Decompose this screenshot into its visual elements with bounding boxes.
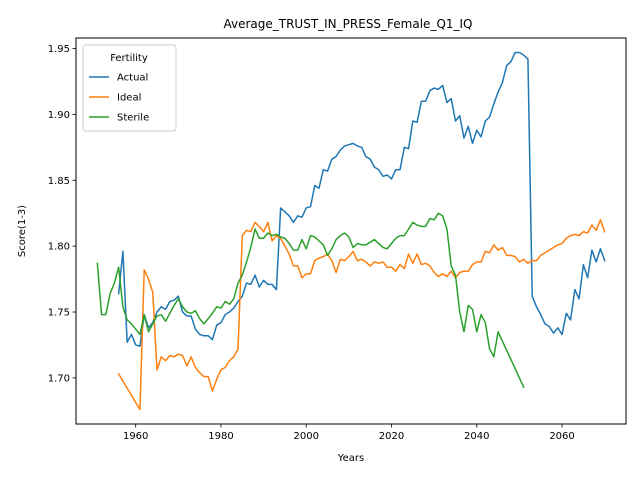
axis-ticks: 1960 1980 2000 2020 2040 2060 1.70 1.75 1.80 1.85…: [48, 44, 575, 442]
x-tick-label: 2020: [379, 431, 404, 442]
x-tick-label: 1960: [123, 431, 148, 442]
x-axis-label: Years: [337, 453, 364, 464]
y-tick-label: 1.90: [48, 110, 70, 121]
plot-frame: [75, 37, 627, 425]
y-axis-label: Score(1-3): [17, 205, 28, 257]
x-tick-label: 2060: [549, 431, 574, 442]
plot-area: [96, 51, 606, 411]
x-tick-label: 1980: [208, 431, 233, 442]
y-tick-label: 1.75: [48, 308, 70, 319]
legend-items: Actual Ideal Sterile: [89, 73, 149, 124]
legend-label-sterile: Sterile: [117, 113, 149, 124]
y-tick-label: 1.70: [48, 373, 70, 384]
legend: Fertility Actual Ideal Sterile: [82, 44, 177, 132]
series-line-sterile: [96, 212, 525, 389]
y-tick-label: 1.80: [48, 242, 70, 253]
y-tick-label: 1.85: [48, 176, 70, 187]
series-line-actual: [117, 51, 606, 348]
y-tick-label: 1.95: [48, 44, 70, 55]
legend-label-actual: Actual: [117, 73, 148, 84]
series-line-ideal: [117, 219, 606, 411]
chart-title: Average_TRUST_IN_PRESS_Female_Q1_IQ: [223, 17, 472, 31]
legend-title: Fertility: [110, 53, 148, 64]
x-tick-label: 2040: [464, 431, 489, 442]
legend-label-ideal: Ideal: [117, 93, 141, 104]
x-tick-label: 2000: [294, 431, 319, 442]
legend-frame: [82, 44, 177, 132]
